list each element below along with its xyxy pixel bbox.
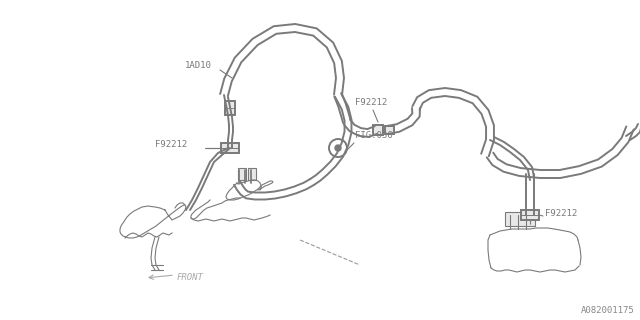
- Bar: [385, 126, 394, 134]
- Bar: [248, 168, 256, 180]
- Text: F92212: F92212: [155, 140, 188, 149]
- Text: F92212: F92212: [545, 209, 577, 218]
- Text: FRONT: FRONT: [177, 274, 204, 283]
- Bar: [521, 210, 539, 220]
- Circle shape: [335, 145, 341, 151]
- Text: F92212: F92212: [355, 98, 387, 107]
- Bar: [505, 212, 535, 226]
- Text: 1AD10: 1AD10: [185, 61, 212, 70]
- Bar: [225, 101, 235, 115]
- Text: FIG.036: FIG.036: [355, 131, 392, 140]
- Bar: [221, 143, 239, 153]
- Bar: [238, 168, 246, 180]
- Text: A082001175: A082001175: [581, 306, 635, 315]
- Bar: [373, 125, 383, 135]
